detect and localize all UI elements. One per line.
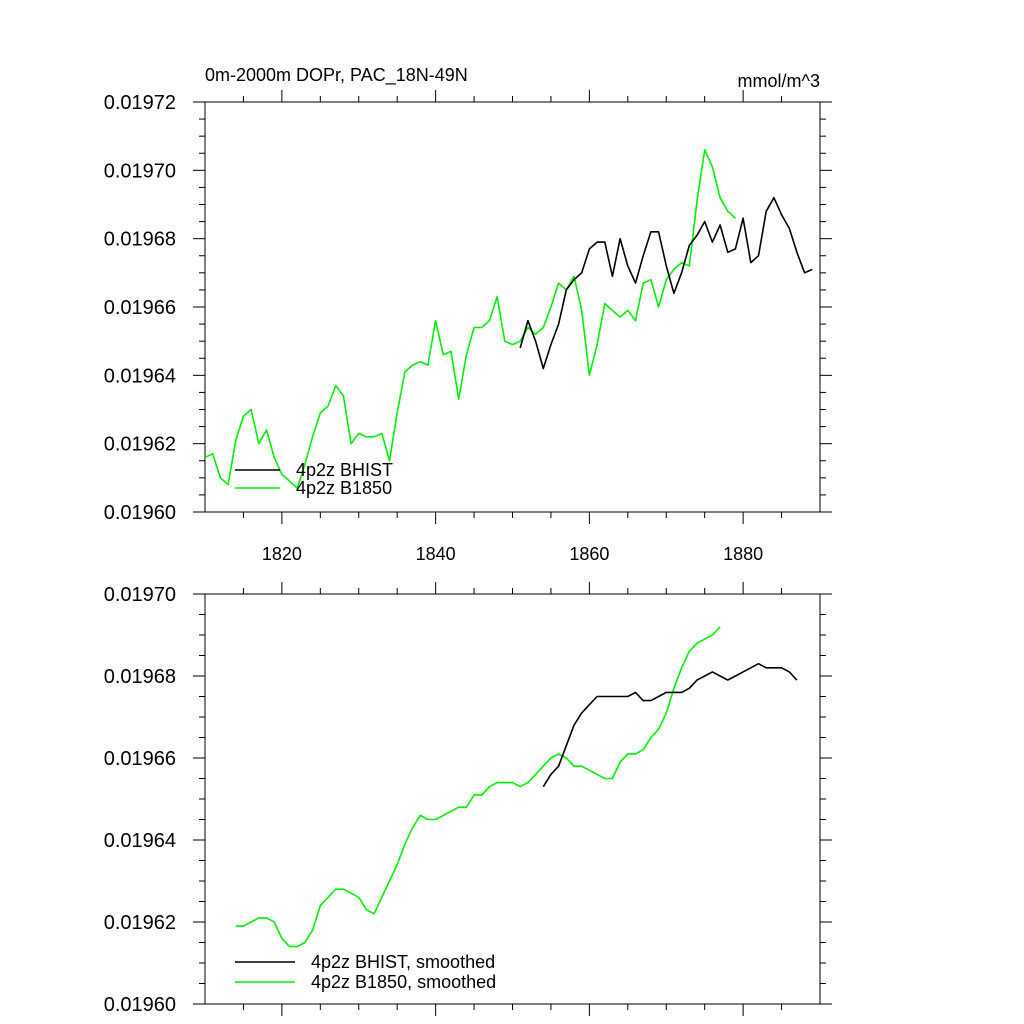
y-tick-label: 0.01966: [104, 748, 176, 770]
y-tick-label: 0.01962: [104, 912, 176, 934]
y-tick-label: 0.01968: [104, 666, 176, 688]
series-line-4p2z-bhist: [519, 196, 813, 370]
series-line-4p2z-b1850: [204, 149, 736, 489]
legend-label: 4p2z BHIST: [296, 460, 393, 480]
y-tick-label: 0.01960: [104, 994, 176, 1016]
y-tick-label: 0.01968: [104, 229, 176, 251]
series-line-4p2z-bhist-smoothed: [542, 662, 798, 788]
legend-label: 4p2z B1850: [296, 478, 392, 498]
y-tick-label: 0.01970: [104, 160, 176, 182]
y-tick-label: 0.01970: [104, 584, 176, 606]
x-tick-label: 1840: [416, 544, 456, 564]
x-tick-label: 1820: [262, 544, 302, 564]
x-tick-label: 1860: [569, 544, 609, 564]
legend-label: 4p2z BHIST, smoothed: [311, 952, 495, 972]
top-chart-title: 0m-2000m DOPr, PAC_18N-49N: [205, 65, 468, 86]
y-tick-label: 0.01960: [104, 502, 176, 524]
y-tick-label: 0.01964: [104, 830, 176, 852]
series-line-4p2z-b1850-smoothed: [235, 626, 721, 948]
plot-frame: [204, 101, 821, 513]
plot-frame: [204, 593, 821, 1005]
top-chart-units: mmol/m^3: [738, 71, 820, 91]
y-tick-label: 0.01966: [104, 297, 176, 319]
x-tick-label: 1880: [723, 544, 763, 564]
y-tick-label: 0.01972: [104, 92, 176, 114]
bottom-panel: 0.01960 0.01962 0.01964 0.01966 0.01968 0.019…: [104, 582, 832, 1016]
top-panel: 0m-2000m DOPr, PAC_18N-49N mmol/m^3 1820…: [104, 65, 832, 564]
y-tick-label: 0.01962: [104, 434, 176, 456]
legend-label: 4p2z B1850, smoothed: [311, 972, 496, 992]
y-tick-label: 0.01964: [104, 365, 176, 387]
